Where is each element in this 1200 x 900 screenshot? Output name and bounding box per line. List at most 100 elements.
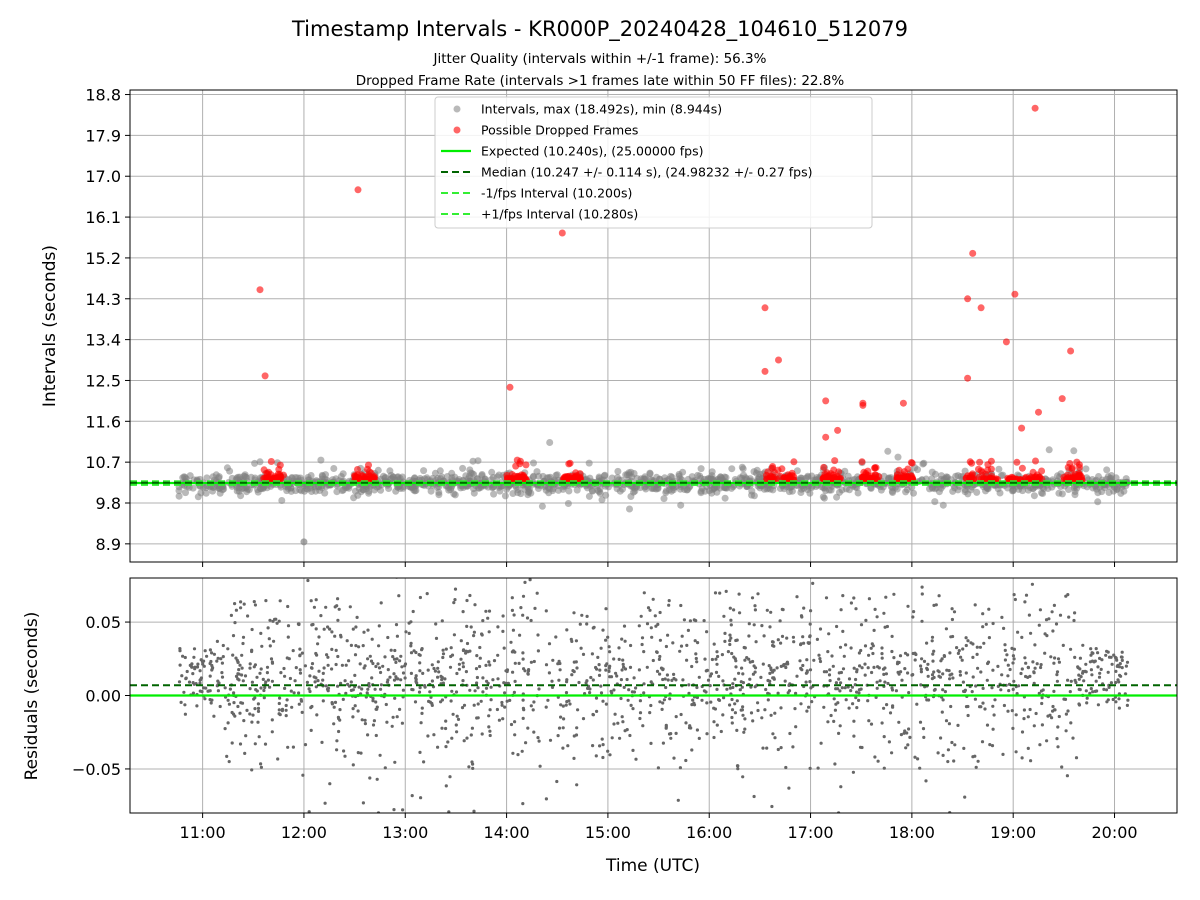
residual-point bbox=[511, 628, 515, 632]
residual-point bbox=[481, 619, 485, 623]
residual-point bbox=[736, 767, 740, 771]
residual-point bbox=[253, 742, 257, 746]
residual-point bbox=[1003, 643, 1007, 647]
residual-point bbox=[787, 786, 791, 790]
residual-point bbox=[1055, 737, 1059, 741]
residual-point bbox=[679, 644, 684, 648]
residual-point bbox=[748, 677, 752, 681]
residual-point bbox=[679, 712, 683, 717]
residual-point bbox=[875, 686, 879, 690]
residual-point bbox=[409, 644, 413, 648]
residual-point bbox=[409, 671, 413, 676]
residual-point bbox=[389, 648, 393, 652]
interval-point bbox=[530, 459, 537, 467]
residual-point bbox=[963, 795, 967, 799]
residual-point bbox=[658, 654, 662, 659]
residual-point bbox=[202, 664, 206, 668]
residual-point bbox=[1114, 669, 1118, 674]
residual-point bbox=[759, 675, 763, 680]
residual-point bbox=[585, 679, 589, 683]
residual-point bbox=[979, 670, 983, 674]
residual-point bbox=[564, 703, 568, 707]
residual-point bbox=[516, 753, 520, 757]
residual-point bbox=[307, 810, 311, 813]
residual-point bbox=[687, 683, 691, 687]
residual-point bbox=[778, 619, 782, 623]
residual-point bbox=[753, 604, 757, 608]
residual-point bbox=[353, 673, 357, 678]
residual-point bbox=[497, 718, 501, 722]
residual-point bbox=[521, 716, 525, 721]
interval-point bbox=[598, 496, 606, 504]
residual-point bbox=[330, 701, 334, 705]
legend-label: Possible Dropped Frames bbox=[481, 123, 638, 138]
residual-point bbox=[298, 671, 303, 675]
dropped-frame-point bbox=[908, 459, 916, 467]
interval-point bbox=[564, 500, 572, 507]
interval-point bbox=[459, 464, 467, 472]
residual-point bbox=[749, 685, 753, 689]
residual-point bbox=[970, 690, 974, 694]
dropped-frame-outlier bbox=[506, 383, 514, 391]
residual-point bbox=[590, 652, 595, 656]
residual-point bbox=[517, 661, 521, 666]
residual-point bbox=[930, 635, 935, 639]
residual-point bbox=[426, 668, 430, 672]
residual-point bbox=[1052, 689, 1056, 694]
residual-point bbox=[712, 720, 716, 724]
residual-point bbox=[833, 762, 837, 766]
residual-point bbox=[321, 699, 325, 703]
residual-point bbox=[264, 680, 268, 684]
residual-point bbox=[250, 680, 254, 684]
residual-point bbox=[715, 650, 719, 654]
residual-point bbox=[731, 682, 735, 686]
residual-point bbox=[535, 591, 539, 595]
residual-point bbox=[393, 696, 397, 700]
interval-point bbox=[1082, 465, 1090, 473]
residual-point bbox=[801, 635, 805, 639]
residual-point bbox=[371, 661, 375, 666]
residual-point bbox=[503, 705, 507, 709]
residual-point bbox=[379, 687, 383, 691]
residual-point bbox=[294, 666, 298, 670]
residual-point bbox=[818, 659, 823, 664]
residual-point bbox=[1064, 594, 1068, 598]
residual-point bbox=[1055, 679, 1059, 683]
residual-point bbox=[333, 634, 337, 638]
residual-point bbox=[828, 679, 832, 683]
residual-point bbox=[550, 679, 554, 683]
residual-point bbox=[371, 696, 375, 701]
residual-point bbox=[285, 698, 289, 702]
residual-point bbox=[256, 709, 261, 714]
residual-point bbox=[266, 678, 270, 682]
residual-point bbox=[1053, 656, 1057, 660]
residual-point bbox=[1089, 653, 1093, 657]
residual-point bbox=[226, 721, 230, 725]
residual-point bbox=[374, 700, 378, 704]
residual-point bbox=[975, 645, 979, 649]
residual-point bbox=[532, 730, 536, 734]
residual-point bbox=[857, 691, 861, 695]
residual-point bbox=[192, 655, 196, 659]
residual-point bbox=[896, 670, 900, 675]
residual-point bbox=[557, 659, 561, 663]
residual-point bbox=[444, 784, 448, 788]
residual-point bbox=[457, 667, 461, 671]
residual-point bbox=[843, 686, 847, 690]
residual-point bbox=[208, 674, 212, 678]
residual-point bbox=[719, 729, 723, 734]
residual-point bbox=[704, 669, 708, 673]
dropped-frame-point bbox=[570, 474, 578, 482]
residual-point bbox=[974, 765, 978, 769]
residual-point bbox=[436, 745, 440, 749]
residual-point bbox=[268, 685, 272, 689]
time-x-ticks: 11:00 12:00 13:00 14:00 15:00 16:00 17:00 18:00… bbox=[180, 562, 1138, 842]
residual-point bbox=[550, 685, 555, 690]
residual-point bbox=[771, 670, 775, 674]
residual-point bbox=[857, 651, 862, 655]
residual-point bbox=[371, 699, 375, 703]
residual-point bbox=[697, 675, 701, 679]
residual-point bbox=[297, 702, 301, 706]
residual-point bbox=[193, 667, 197, 671]
residual-point bbox=[882, 706, 886, 710]
